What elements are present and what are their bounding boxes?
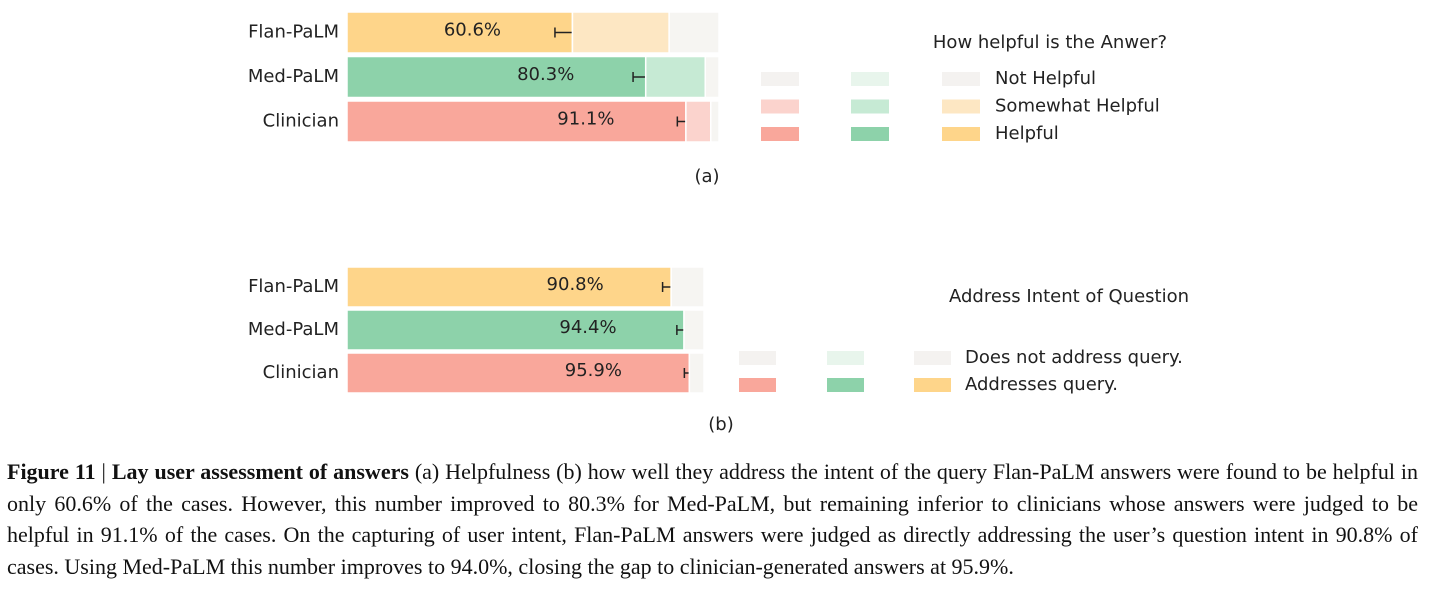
legend-swatch bbox=[942, 127, 980, 141]
value-label: 94.4% bbox=[559, 317, 616, 338]
legend-swatch bbox=[914, 378, 951, 392]
value-label: 95.9% bbox=[565, 360, 622, 381]
bar-segment bbox=[668, 11, 720, 54]
bar-segment bbox=[346, 11, 574, 54]
value-label: 91.1% bbox=[557, 109, 614, 130]
legend-swatch bbox=[827, 378, 864, 392]
panel-label: (b) bbox=[708, 414, 733, 435]
legend-swatch bbox=[851, 127, 889, 141]
legend-swatch bbox=[739, 378, 776, 392]
bar-segment bbox=[685, 100, 712, 143]
caption: Figure 11 | Lay user assessment of answe… bbox=[7, 456, 1418, 582]
category-label: Clinician bbox=[263, 362, 339, 383]
legend-swatch bbox=[761, 127, 799, 141]
charts: Flan-PaLM 60.6% Med-PaLM 80.3% Clinician 91.1… bbox=[248, 11, 1189, 435]
bar-segment bbox=[571, 11, 670, 54]
bar-segment bbox=[346, 352, 691, 394]
bar-segment bbox=[346, 100, 687, 143]
legend-swatch bbox=[827, 351, 864, 365]
legend-label: Somewhat Helpful bbox=[995, 96, 1160, 117]
legend-swatch bbox=[914, 351, 951, 365]
bar-segment bbox=[688, 352, 705, 394]
category-label: Clinician bbox=[263, 111, 339, 132]
legend-swatch bbox=[851, 99, 889, 114]
legend-label: Helpful bbox=[995, 123, 1059, 144]
legend-label: Addresses query. bbox=[965, 374, 1118, 395]
legend-title: Address Intent of Question bbox=[949, 286, 1189, 307]
category-label: Med-PaLM bbox=[248, 319, 339, 340]
legend-title: How helpful is the Anwer? bbox=[933, 32, 1167, 53]
caption-title: Lay user assessment of answers bbox=[111, 459, 409, 484]
legend-swatch bbox=[761, 99, 799, 114]
legend-label: Does not address query. bbox=[965, 347, 1183, 368]
value-label: 60.6% bbox=[444, 20, 501, 41]
bar-segment bbox=[644, 55, 706, 99]
legend-swatch bbox=[942, 72, 980, 86]
bar-segment bbox=[683, 309, 705, 351]
legend-swatch bbox=[942, 99, 980, 114]
category-label: Flan-PaLM bbox=[248, 22, 339, 43]
caption-label: Figure 11 bbox=[7, 459, 96, 484]
bar-segment bbox=[704, 55, 720, 99]
bar-segment bbox=[670, 266, 705, 308]
panel-label: (a) bbox=[694, 166, 719, 187]
bar-segment bbox=[710, 100, 720, 143]
category-label: Flan-PaLM bbox=[248, 276, 339, 297]
legend-swatch bbox=[851, 72, 889, 86]
legend-label: Not Helpful bbox=[995, 68, 1096, 89]
caption-separator: | bbox=[101, 459, 106, 484]
value-label: 80.3% bbox=[517, 64, 574, 85]
bar-segment bbox=[346, 309, 685, 351]
caption-text: (a) Helpfulness (b) how well they addres… bbox=[7, 459, 1419, 579]
category-label: Med-PaLM bbox=[248, 66, 339, 87]
bar-segment bbox=[346, 55, 647, 99]
bar-segment bbox=[346, 266, 672, 308]
value-label: 90.8% bbox=[547, 274, 604, 295]
legend-swatch bbox=[739, 351, 776, 365]
legend-swatch bbox=[761, 72, 799, 86]
